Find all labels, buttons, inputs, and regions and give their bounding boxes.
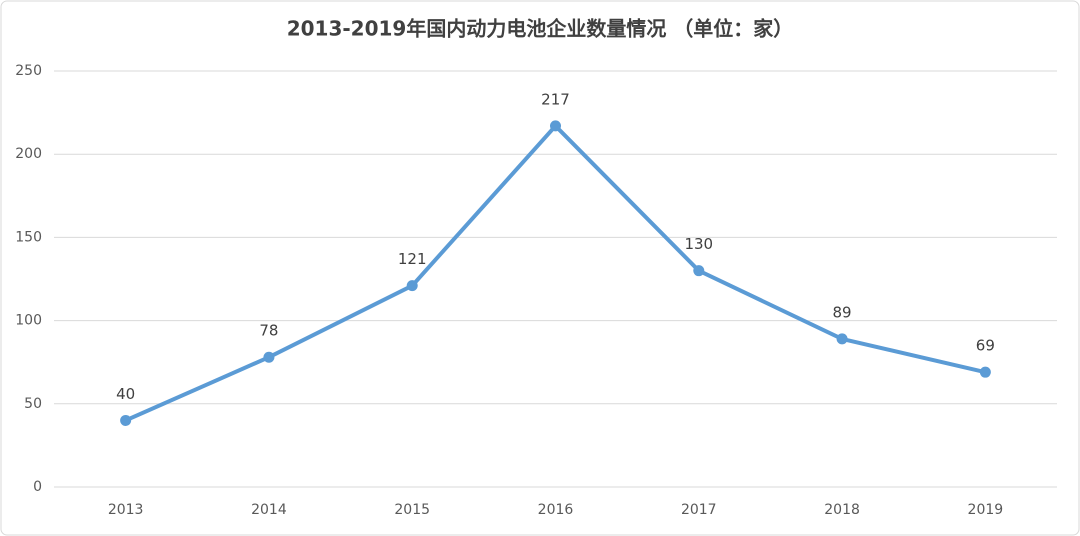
data-label: 69: [976, 337, 995, 355]
chart-title: 2013-2019年国内动力电池企业数量情况 （单位：家）: [287, 17, 794, 41]
x-tick-label: 2015: [394, 502, 430, 518]
data-label: 217: [541, 90, 570, 108]
y-tick-label: 50: [24, 396, 42, 412]
data-point: [263, 351, 275, 363]
data-label: 78: [259, 322, 278, 340]
y-tick-label: 250: [15, 63, 42, 79]
x-tick-label: 2018: [824, 502, 860, 518]
data-point: [550, 120, 561, 132]
y-tick-label: 150: [15, 229, 42, 245]
x-tick-label: 2017: [681, 502, 717, 518]
x-tick-label: 2016: [538, 502, 574, 518]
data-label: 89: [833, 303, 852, 321]
y-tick-label: 200: [15, 146, 42, 162]
y-tick-label: 0: [33, 479, 42, 495]
data-point: [979, 366, 991, 378]
x-tick-label: 2013: [108, 502, 144, 518]
x-tick-label: 2014: [251, 502, 287, 518]
data-label: 121: [398, 250, 427, 268]
data-label: 130: [684, 235, 713, 253]
y-tick-label: 100: [15, 313, 42, 329]
data-point: [406, 280, 418, 292]
data-point: [120, 414, 132, 426]
data-label: 40: [116, 385, 135, 403]
data-point: [836, 333, 848, 345]
data-point: [693, 265, 705, 277]
x-tick-label: 2019: [968, 502, 1004, 518]
